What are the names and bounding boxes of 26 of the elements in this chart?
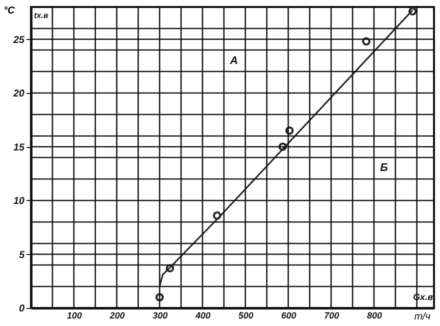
x-tick-label: 200 [108,310,125,320]
x-tick-label: 100 [66,310,82,320]
x-tick-label: 300 [152,310,168,320]
point [212,211,222,220]
x-tick-label: 800 [366,310,382,320]
x-axis-title: т/ч [414,312,430,322]
point [166,264,174,272]
point [362,37,370,46]
x-tick-label: 400 [194,310,211,320]
y-tick-label: 20 [12,88,25,100]
x-tick-label: 500 [238,310,254,320]
x-tick-label: 600 [281,310,296,320]
point [155,293,164,302]
y-tick-label: 5 [18,250,25,261]
x-tick-label: 700 [324,310,340,320]
y-tick-label: 10 [13,196,25,207]
y-axis-title: °C [4,6,16,16]
annotation: tх.в [34,11,48,20]
point [285,126,294,135]
line-series [158,9,414,288]
annotation: Б [380,162,388,174]
point [278,142,287,151]
y-tick-label: 25 [12,34,25,46]
y-tick-label: 15 [13,142,25,154]
annotation: A [229,55,238,67]
y-tick-label: 0 [18,304,25,314]
